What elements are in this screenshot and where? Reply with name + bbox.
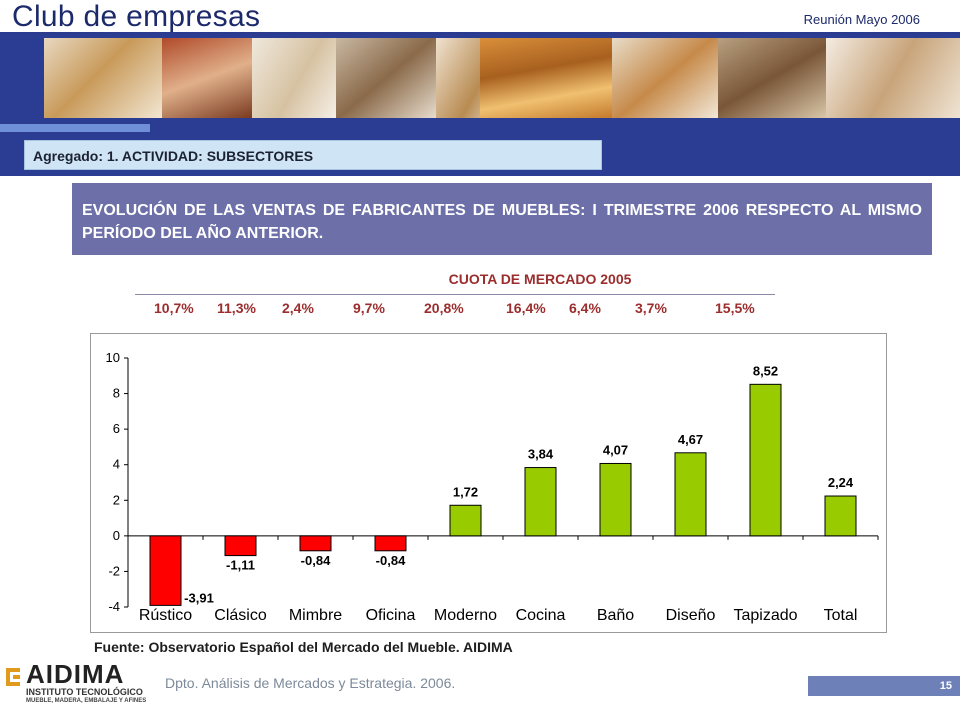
market-share-title: CUOTA DE MERCADO 2005 <box>448 271 632 287</box>
y-tick-label: 2 <box>113 492 120 507</box>
data-label: 1,72 <box>453 484 478 499</box>
logo-tagline: MUEBLE, MADERA, EMBALAJE Y AFINES <box>26 698 147 704</box>
market-share-value: 2,4% <box>282 300 314 316</box>
data-label: 2,24 <box>828 475 854 490</box>
market-share-value: 15,5% <box>715 300 755 316</box>
data-label: -0,84 <box>376 553 406 568</box>
market-share-value: 20,8% <box>424 300 464 316</box>
market-share-value: 6,4% <box>569 300 601 316</box>
bar-oficina <box>374 535 407 552</box>
x-category-label: Total <box>824 607 858 624</box>
photo-tile <box>162 38 252 118</box>
logo-subtitle: INSTITUTO TECNOLÓGICO <box>26 687 143 697</box>
bar-rústico <box>149 535 182 606</box>
header-banner <box>0 34 960 124</box>
data-label: 8,52 <box>753 363 778 378</box>
aggregate-label: Agregado: 1. ACTIVIDAD: SUBSECTORES <box>24 140 602 170</box>
x-category-label: Clásico <box>214 607 267 624</box>
x-category-label: Oficina <box>366 607 416 624</box>
y-tick-label: 6 <box>113 421 120 436</box>
market-share-rule <box>135 294 775 295</box>
photo-tile <box>44 38 162 118</box>
meeting-label: Reunión Mayo 2006 <box>803 12 920 27</box>
x-category-label: Moderno <box>434 607 497 624</box>
bar-mimbre <box>299 535 332 552</box>
market-share-value: 9,7% <box>353 300 385 316</box>
aidima-logo-mark-icon <box>6 668 20 686</box>
x-category-label: Cocina <box>516 607 566 624</box>
bar-baño <box>599 462 632 537</box>
department-label: Dpto. Análisis de Mercados y Estrategia.… <box>165 675 456 691</box>
header-rule <box>0 32 960 34</box>
data-label: 4,07 <box>603 442 628 457</box>
data-label: -3,91 <box>184 590 214 605</box>
slide-title: EVOLUCIÓN DE LAS VENTAS DE FABRICANTES D… <box>72 183 932 255</box>
aidima-logo: AIDIMA INSTITUTO TECNOLÓGICO MUEBLE, MAD… <box>4 659 164 713</box>
data-label: 3,84 <box>528 447 554 462</box>
photo-tile <box>252 38 336 118</box>
market-share-value: 3,7% <box>635 300 667 316</box>
presentation-title: Club de empresas <box>12 0 261 33</box>
data-label: -0,84 <box>301 553 331 568</box>
photo-tile <box>718 38 826 118</box>
photo-tile <box>336 38 436 118</box>
y-tick-label: 10 <box>106 350 120 365</box>
market-share-value: 10,7% <box>154 300 194 316</box>
bar-moderno <box>449 504 482 537</box>
bar-tapizado <box>749 383 782 537</box>
bar-diseño <box>674 452 707 537</box>
x-category-label: Tapizado <box>733 607 797 624</box>
x-category-label: Rústico <box>139 607 192 624</box>
market-share-value: 16,4% <box>506 300 546 316</box>
market-share-value: 11,3% <box>217 300 256 316</box>
y-tick-label: 4 <box>113 457 120 472</box>
y-tick-label: -4 <box>108 599 120 614</box>
bar-clásico <box>224 535 257 557</box>
y-tick-label: 0 <box>113 528 120 543</box>
page-number: 15 <box>808 676 960 696</box>
band-accent <box>0 124 150 132</box>
photo-tile <box>480 38 612 118</box>
photo-tile <box>826 38 960 118</box>
bar-total <box>824 495 857 537</box>
bar-cocina <box>524 467 557 537</box>
logo-name: AIDIMA <box>26 659 125 689</box>
x-category-label: Mimbre <box>289 607 342 624</box>
furniture-photo-strip <box>44 38 960 118</box>
x-category-label: Baño <box>597 607 634 624</box>
y-tick-label: -2 <box>108 563 120 578</box>
y-tick-label: 8 <box>113 386 120 401</box>
source-note: Fuente: Observatorio Español del Mercado… <box>94 639 513 655</box>
photo-tile <box>612 38 718 118</box>
sales-chart-frame: 10 8 6 4 2 0 -2 -4 Rústico -3,91 Clásico -1,11 Mimbr… <box>90 333 887 633</box>
data-label: -1,11 <box>226 558 255 573</box>
data-label: 4,67 <box>678 432 703 447</box>
x-category-label: Diseño <box>666 607 716 624</box>
